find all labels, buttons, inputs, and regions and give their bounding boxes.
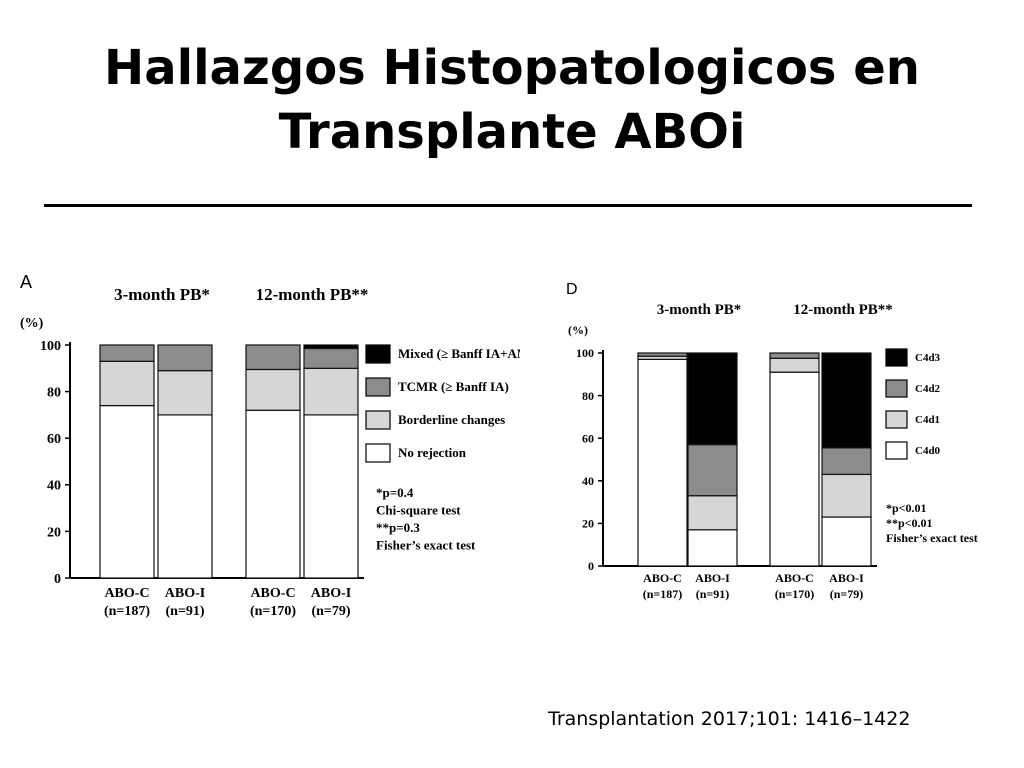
panel-a-annotation: Chi-square test <box>376 503 461 518</box>
panel-a-bar-tcmr-banff-ia <box>303 347 359 369</box>
panel-d-y-tick-label: 0 <box>588 559 594 573</box>
panel-d-y-tick-label: 20 <box>582 517 594 531</box>
panel-a-bar-borderline-changes <box>245 368 301 411</box>
panel-d-y-tick-label: 60 <box>582 431 594 445</box>
panel-a-bar-borderline-changes <box>303 367 359 416</box>
panel-d-x-tick-sublabel: (n=170) <box>775 587 815 601</box>
chart-panel-a: A (%) 3-month PB* 12-month PB** 0 20 40 60 80 100… <box>20 272 520 619</box>
panel-a-bar-no-rejection <box>245 409 301 579</box>
panel-a-group-label: 12-month PB** <box>256 285 369 304</box>
panel-d-y-tick-label: 100 <box>576 346 594 360</box>
panel-a-legend-label: Borderline changes <box>398 412 505 427</box>
panel-d-legend-swatch <box>885 410 908 429</box>
panel-d-x-tick-sublabel: (n=79) <box>830 587 864 601</box>
slide-title-line-2: Transplante ABOi <box>278 104 746 160</box>
panel-d-x-tick-label: ABO-C <box>643 571 682 585</box>
panel-a-legend-swatch <box>365 443 391 463</box>
panel-d-ylabel: (%) <box>568 323 588 337</box>
panel-a-group-label: 3-month PB* <box>114 285 210 304</box>
panel-a-legend-label: No rejection <box>398 445 467 460</box>
panel-d-bar-c4d2 <box>769 352 820 359</box>
panel-a-ylabel: (%) <box>20 316 44 331</box>
panel-a-label: A <box>20 272 32 292</box>
panel-a-bar-no-rejection <box>303 414 359 579</box>
panel-a-x-tick-label: ABO-C <box>104 586 149 601</box>
panel-d-label: D <box>566 281 578 298</box>
panel-a-y-tick-label: 20 <box>47 525 61 540</box>
panel-d-annotation: *p<0.01 <box>886 501 927 515</box>
panel-a-legend-swatch <box>365 410 391 430</box>
panel-a-x-tick-sublabel: (n=170) <box>250 604 296 619</box>
panel-a-x-tick-sublabel: (n=91) <box>165 604 204 619</box>
panel-d-bar-c4d0 <box>769 371 820 567</box>
panel-d-x-tick-label: ABO-C <box>775 571 814 585</box>
panel-d-legend-label: C4d0 <box>915 445 941 457</box>
panel-d-y-tick-label: 80 <box>582 389 594 403</box>
panel-a-bar-no-rejection <box>99 404 155 579</box>
panel-a-bar-borderline-changes <box>99 360 155 407</box>
panel-d-bar-c4d1 <box>687 495 738 531</box>
panel-d-bar-c4d0 <box>637 358 688 567</box>
panel-d-legend-swatch <box>885 348 908 367</box>
panel-a-annotation: **p=0.3 <box>376 520 420 535</box>
panel-a-x-tick-label: ABO-C <box>250 586 295 601</box>
panel-d-legend-label: C4d1 <box>915 414 940 426</box>
panel-d-legend-label: C4d2 <box>915 383 941 395</box>
panel-d-legend-swatch <box>885 441 908 460</box>
panel-d-x-tick-label: ABO-I <box>829 571 864 585</box>
panel-a-x-tick-sublabel: (n=187) <box>104 604 150 619</box>
panel-d-bar-c4d2 <box>687 443 738 497</box>
panel-d-group-label: 12-month PB** <box>793 302 893 318</box>
panel-d-bar-c4d0 <box>687 529 738 567</box>
panel-d-annotation: **p<0.01 <box>886 516 933 530</box>
slide-title: Hallazgos Histopatologicos en Transplant… <box>0 36 1024 164</box>
panel-a-bar-mixed-banff-ia-amr <box>303 344 359 350</box>
panel-d-bar-c4d2 <box>637 352 688 357</box>
panel-d-group-label: 3-month PB* <box>657 302 742 318</box>
panel-d-legend-swatch <box>885 379 908 398</box>
panel-d-bar-c4d1 <box>769 357 820 373</box>
panel-d-bar-c4d0 <box>821 516 872 567</box>
panel-a-y-tick-label: 80 <box>47 386 61 401</box>
panel-a-legend-swatch <box>365 377 391 397</box>
panel-d-y-tick-label: 40 <box>582 474 594 488</box>
panel-d-bar-c4d1 <box>821 473 872 518</box>
panel-a-legend-label: Mixed (≥ Banff IA+AMR) <box>398 346 520 361</box>
panel-d-bar-c4d3 <box>687 352 738 446</box>
panel-a-x-tick-label: ABO-I <box>165 586 205 601</box>
panel-a-y-tick-label: 40 <box>47 479 61 494</box>
panel-a-x-tick-label: ABO-I <box>311 586 351 601</box>
panel-d-x-tick-sublabel: (n=91) <box>696 587 730 601</box>
panel-a-y-tick-label: 100 <box>40 339 61 354</box>
chart-panel-d: D (%) 3-month PB* 12-month PB** 0 20 40 60 80 100… <box>566 281 978 601</box>
panel-d-x-tick-sublabel: (n=187) <box>643 587 683 601</box>
panel-a-x-tick-sublabel: (n=79) <box>311 604 350 619</box>
panel-a-y-tick-label: 60 <box>47 432 61 447</box>
panel-a-bar-tcmr-banff-ia <box>157 344 213 372</box>
title-divider <box>44 204 972 207</box>
panel-d-bar-c4d3 <box>821 352 872 449</box>
panel-a-legend-swatch <box>365 344 391 364</box>
panel-a-bar-borderline-changes <box>157 370 213 416</box>
panel-d-annotation: Fisher’s exact test <box>886 531 978 545</box>
panel-a-bar-tcmr-banff-ia <box>99 344 155 362</box>
panel-d-x-tick-label: ABO-I <box>695 571 730 585</box>
panel-a-y-tick-label: 0 <box>54 572 61 587</box>
panel-d-legend-label: C4d3 <box>915 352 941 364</box>
panel-a-annotation: *p=0.4 <box>376 485 414 500</box>
panel-a-legend-label: TCMR (≥ Banff IA) <box>398 379 509 394</box>
panel-d-bar-c4d2 <box>821 447 872 476</box>
slide-title-line-1: Hallazgos Histopatologicos en <box>104 40 920 96</box>
panel-a-bar-no-rejection <box>157 414 213 579</box>
panel-a-annotation: Fisher’s exact test <box>376 538 476 553</box>
citation: Transplantation 2017;101: 1416–1422 <box>548 708 911 730</box>
panel-a-bar-tcmr-banff-ia <box>245 344 301 371</box>
